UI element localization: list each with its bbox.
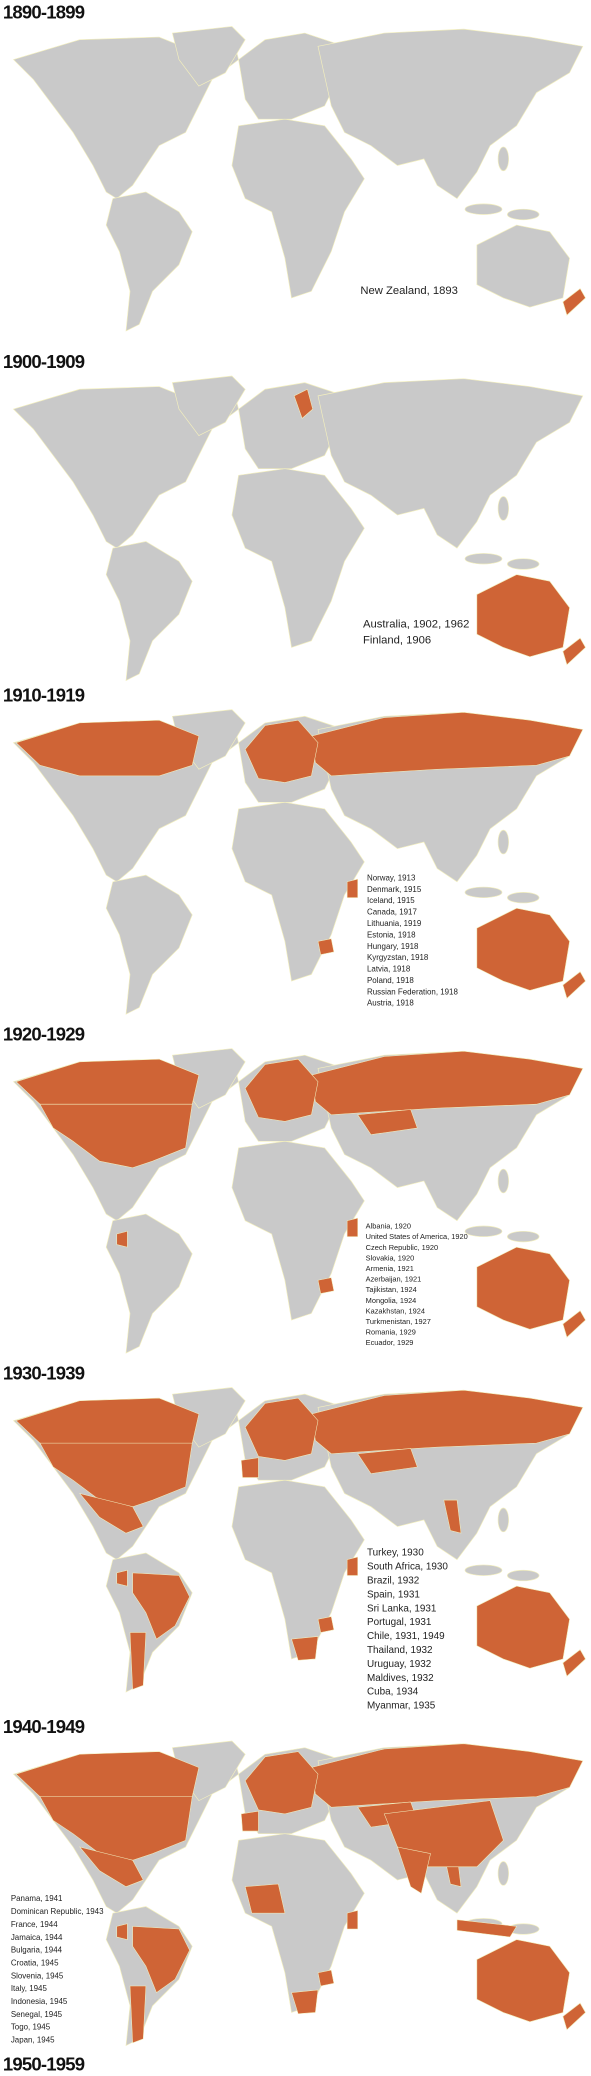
country-entry: Japan, 1945 xyxy=(11,2036,55,2045)
country-entry: Indonesia, 1945 xyxy=(11,1997,68,2006)
world-map xyxy=(13,26,586,332)
decade-title: 1950-1959 xyxy=(3,2054,85,2075)
country-entry: Thailand, 1932 xyxy=(367,1645,433,1656)
decade-title: 1910-1919 xyxy=(3,685,85,706)
country-entry: Mongolia, 1924 xyxy=(366,1296,417,1305)
country-entry: United States of America, 1920 xyxy=(366,1232,468,1241)
decade-title: 1920-1929 xyxy=(3,1024,85,1045)
decade-panel: 1900-1909 Australia, 1902, 1962 Finland, 1… xyxy=(3,351,587,681)
country-entry: Sri Lanka, 1931 xyxy=(367,1603,437,1614)
country-entry: Kazakhstan, 1924 xyxy=(366,1306,425,1315)
highlighted-country xyxy=(240,1457,260,1479)
country-entry: Canada, 1917 xyxy=(367,908,417,917)
country-entry: Spain, 1931 xyxy=(367,1589,420,1600)
country-entry: Senegal, 1945 xyxy=(11,2010,63,2019)
highlighted-country xyxy=(562,1649,587,1677)
country-entry: Hungary, 1918 xyxy=(367,942,419,951)
country-entry: Czech Republic, 1920 xyxy=(366,1243,438,1252)
highlighted-country xyxy=(562,2002,587,2031)
country-entry: South Africa, 1930 xyxy=(367,1562,448,1573)
highlighted-country xyxy=(116,1230,129,1248)
country-entry: Italy, 1945 xyxy=(11,1984,48,1993)
country-entry: Chile, 1931, 1949 xyxy=(367,1631,445,1642)
decade-title: 1890-1899 xyxy=(3,2,85,23)
highlighted-country xyxy=(317,1615,335,1634)
country-entry: Jamaica, 1944 xyxy=(11,1933,63,1942)
country-entry: Iceland, 1915 xyxy=(367,896,415,905)
country-entry: Tajikistan, 1924 xyxy=(366,1285,417,1294)
country-entry: Lithuania, 1919 xyxy=(367,919,422,928)
decade-panel: 1950-1959 xyxy=(3,2054,86,2075)
country-entry: Brazil, 1932 xyxy=(367,1575,420,1586)
country-entry: Australia, 1902, 1962 xyxy=(363,619,469,631)
highlighted-country xyxy=(129,1985,147,2044)
highlighted-country xyxy=(317,938,335,956)
country-entry: Norway, 1913 xyxy=(367,873,416,882)
country-entry: Portugal, 1931 xyxy=(367,1617,432,1628)
decade-panel: 1890-1899 New Zealand, 1893 xyxy=(3,2,587,332)
decade-panel: 1910-1919 Norway, 1913 Denmark, 1915 Icelan… xyxy=(3,685,587,1015)
decade-panel: 1930-1939 Turkey, 1930 South Africa, 1930 B… xyxy=(3,1363,587,1712)
country-entry: Denmark, 1915 xyxy=(367,885,422,894)
highlighted-country xyxy=(476,1585,571,1669)
highlighted-country xyxy=(476,907,571,991)
highlighted-country xyxy=(346,1217,359,1238)
decade-title: 1930-1939 xyxy=(3,1363,85,1384)
highlighted-country xyxy=(562,287,587,316)
highlighted-country xyxy=(476,1938,571,2023)
country-entry: Turkmenistan, 1927 xyxy=(366,1317,431,1326)
country-entry: Slovakia, 1920 xyxy=(366,1253,415,1262)
country-entry: Russian Federation, 1918 xyxy=(367,987,458,996)
country-entry: Ecuador, 1929 xyxy=(366,1338,414,1347)
highlighted-country xyxy=(476,573,571,658)
highlighted-country xyxy=(346,1556,359,1577)
country-entry: Maldives, 1932 xyxy=(367,1673,434,1684)
country-entry: Bulgaria, 1944 xyxy=(11,1946,63,1955)
country-entry: France, 1944 xyxy=(11,1920,58,1929)
highlighted-country xyxy=(116,1569,129,1587)
country-entry: Latvia, 1918 xyxy=(367,965,411,974)
highlighted-country xyxy=(562,637,587,666)
country-entry: Turkey, 1930 xyxy=(367,1548,424,1559)
highlighted-country xyxy=(240,1810,260,1832)
country-entry: Estonia, 1918 xyxy=(367,930,416,939)
decade-panel: 1940-1949 Panama, 1941 Dominican Republic,… xyxy=(3,1716,587,2046)
decade-title: 1900-1909 xyxy=(3,351,85,372)
country-entry: Croatia, 1945 xyxy=(11,1958,59,1967)
highlighted-country xyxy=(116,1923,129,1941)
country-entry: Armenia, 1921 xyxy=(366,1264,414,1273)
highlighted-country xyxy=(346,1909,359,1930)
highlighted-country xyxy=(346,878,359,899)
country-entry: Togo, 1945 xyxy=(11,2023,51,2032)
highlighted-country xyxy=(562,971,587,999)
country-entry: Austria, 1918 xyxy=(367,999,414,1008)
country-entry: Dominican Republic, 1943 xyxy=(11,1907,104,1916)
country-entry: Azerbaijan, 1921 xyxy=(366,1275,422,1284)
country-entry: Slovenia, 1945 xyxy=(11,1971,64,1980)
country-entry: Uruguay, 1932 xyxy=(367,1659,432,1670)
highlighted-country xyxy=(317,1969,335,1987)
country-entry: Poland, 1918 xyxy=(367,976,414,985)
country-entry: Finland, 1906 xyxy=(363,634,431,646)
highlighted-country xyxy=(562,1310,587,1338)
highlighted-country xyxy=(476,1246,571,1330)
country-entry: Myanmar, 1935 xyxy=(367,1701,436,1712)
country-entry: New Zealand, 1893 xyxy=(360,285,458,297)
country-entry: Albania, 1920 xyxy=(366,1222,411,1231)
decade-title: 1940-1949 xyxy=(3,1716,85,1737)
highlighted-country xyxy=(129,1631,147,1691)
highlighted-country xyxy=(244,1883,286,1914)
country-entry: Romania, 1929 xyxy=(366,1328,416,1337)
country-entry: Cuba, 1934 xyxy=(367,1687,419,1698)
country-entry: Panama, 1941 xyxy=(11,1894,63,1903)
highlighted-country xyxy=(317,1276,335,1295)
country-entry: Kyrgyzstan, 1918 xyxy=(367,953,429,962)
